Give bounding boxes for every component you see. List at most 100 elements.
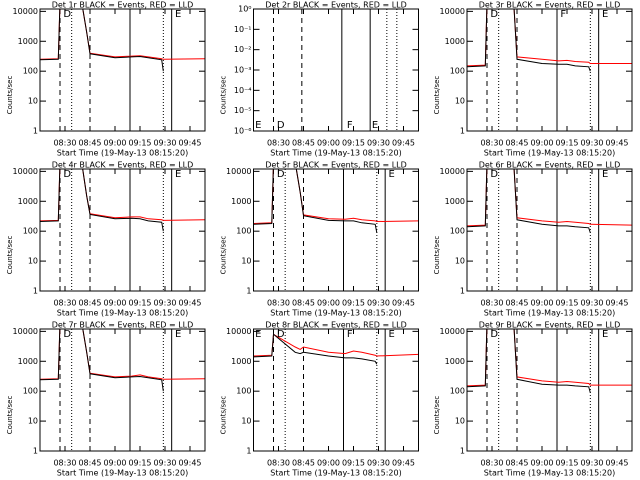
x-tick-label: 09:45	[392, 299, 415, 308]
annotation: D	[277, 169, 285, 180]
y-tick-label: 1	[460, 127, 465, 136]
x-tick-label: 09:30	[367, 299, 390, 308]
x-axis-label: Start Time (19-May-13 08:15:20)	[270, 149, 401, 158]
panel: Det 8r BLACK = Events, RED = LLD Start Ti…	[220, 321, 419, 478]
panel: Det 4r BLACK = Events, RED = LLD Start Ti…	[6, 161, 206, 318]
plot-frame	[253, 8, 419, 132]
x-tick-label: 09:00	[317, 299, 340, 308]
y-tick-label: 10000	[440, 327, 465, 336]
x-axis-label: Start Time (19-May-13 08:15:20)	[57, 309, 188, 318]
x-tick-label: 09:45	[605, 459, 628, 468]
annotation: D	[63, 9, 71, 20]
x-tick-label: 08:30	[480, 299, 503, 308]
y-tick-label: 10000	[13, 7, 38, 16]
x-axis-label: Start Time (19-May-13 08:15:20)	[484, 309, 615, 318]
plot-frame	[253, 328, 419, 452]
data-line	[40, 9, 205, 60]
plot-frame	[466, 328, 633, 452]
y-tick-label: 100	[236, 227, 251, 236]
x-tick-label: 09:45	[392, 139, 415, 148]
x-tick-label: 08:30	[267, 459, 290, 468]
y-tick-label: 1	[246, 447, 251, 456]
panel: Det 7r BLACK = Events, RED = LLD Start Ti…	[6, 321, 206, 478]
x-tick-label: 09:45	[178, 139, 201, 148]
panel: Det 1r BLACK = Events, RED = LLD Start Ti…	[6, 1, 206, 158]
annotation: E	[389, 169, 395, 180]
x-tick-label: 09:30	[580, 459, 603, 468]
x-tick-label: 08:45	[505, 459, 528, 468]
data-line	[467, 169, 591, 233]
y-tick-label: 100	[23, 387, 38, 396]
data-line	[40, 169, 164, 232]
annotation: D	[277, 329, 285, 340]
y-tick-label: 1000	[18, 37, 38, 46]
y-tick-label: 1	[33, 127, 38, 136]
chart-title: Det 1r BLACK = Events, RED = LLD	[52, 1, 194, 10]
plot-area	[467, 169, 632, 233]
y-tick-label: 10000	[440, 167, 465, 176]
x-tick-label: 08:30	[53, 299, 76, 308]
plot-frame	[466, 168, 633, 292]
y-axis-label: Counts/sec	[433, 396, 441, 435]
panel: Det 5r BLACK = Events, RED = LLD Start Ti…	[220, 161, 419, 318]
data-line	[467, 169, 632, 227]
annotation: E	[389, 329, 395, 340]
panel: Det 2r BLACK = Events, RED = LLD Start Ti…	[220, 1, 419, 158]
chart-title: Det 8r BLACK = Events, RED = LLD	[265, 321, 407, 330]
data-line	[467, 9, 591, 72]
annotation: D	[490, 9, 498, 20]
y-tick-label: 1000	[231, 357, 251, 366]
y-tick-label: 100	[450, 227, 465, 236]
y-tick-label: 10000	[13, 327, 38, 336]
y-axis-label: Counts/sec	[220, 76, 228, 115]
y-tick-label: 1000	[18, 197, 38, 206]
y-tick-label: 1000	[18, 357, 38, 366]
y-tick-label: 10	[28, 257, 38, 266]
x-tick-label: 09:15	[342, 139, 365, 148]
x-tick-label: 09:30	[580, 139, 603, 148]
y-axis-label: Counts/sec	[220, 396, 228, 435]
x-tick-label: 08:30	[267, 299, 290, 308]
y-tick-label: 100	[23, 227, 38, 236]
chart-title: Det 9r BLACK = Events, RED = LLD	[479, 321, 621, 330]
y-tick-label: 10	[455, 97, 465, 106]
x-tick-label: 08:45	[78, 459, 101, 468]
chart-title: Det 2r BLACK = Events, RED = LLD	[265, 1, 407, 10]
x-tick-label: 09:15	[555, 139, 578, 148]
y-tick-label: 10⁻⁶	[234, 127, 252, 136]
x-tick-label: 09:15	[342, 299, 365, 308]
y-tick-label: 10000	[226, 327, 251, 336]
annotation: E	[175, 169, 181, 180]
y-tick-label: 10⁻⁵	[234, 106, 252, 115]
data-line	[467, 329, 632, 387]
y-tick-label: 10	[241, 417, 251, 426]
x-axis-label: Start Time (19-May-13 08:15:20)	[57, 149, 188, 158]
panel: Det 3r BLACK = Events, RED = LLD Start Ti…	[433, 1, 633, 158]
y-tick-label: 100	[236, 387, 251, 396]
annotation: F	[347, 329, 353, 340]
x-tick-label: 09:15	[128, 299, 151, 308]
chart-title: Det 7r BLACK = Events, RED = LLD	[52, 321, 194, 330]
y-tick-label: 10⁻²	[234, 45, 252, 54]
x-tick-label: 08:45	[292, 459, 315, 468]
annotation: E	[602, 329, 608, 340]
chart-title: Det 3r BLACK = Events, RED = LLD	[479, 1, 621, 10]
y-tick-label: 10⁰	[238, 5, 251, 14]
x-tick-label: 09:00	[530, 459, 553, 468]
x-tick-label: 08:30	[267, 139, 290, 148]
x-tick-label: 09:30	[580, 299, 603, 308]
data-line	[40, 329, 205, 380]
plot-frame	[466, 8, 633, 132]
y-tick-label: 100	[450, 67, 465, 76]
x-tick-label: 08:45	[78, 139, 101, 148]
x-tick-label: 09:30	[153, 299, 176, 308]
data-line	[253, 169, 378, 233]
plot-frame	[253, 168, 419, 292]
annotation: D	[490, 329, 498, 340]
x-tick-label: 09:15	[342, 459, 365, 468]
x-tick-label: 08:45	[292, 139, 315, 148]
plot-frame	[39, 168, 206, 292]
plot-area	[467, 9, 632, 72]
y-tick-label: 10	[241, 257, 251, 266]
x-tick-label: 08:30	[53, 459, 76, 468]
